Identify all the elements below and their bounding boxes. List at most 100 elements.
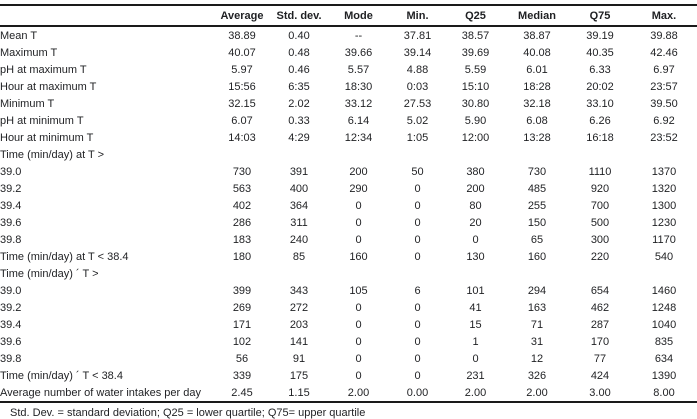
cell: 39.66 [344, 46, 373, 59]
cell: 32.15 [228, 97, 256, 110]
cell [631, 265, 697, 282]
cell: 0.46 [288, 63, 310, 76]
cell: 0 [355, 199, 362, 212]
cell: 2.00 [347, 386, 370, 399]
cell: 170 [590, 335, 610, 348]
table-row: Mean T 38.89 0.40 -- 37.81 38.57 38.87 39.19 39.… [0, 26, 697, 44]
row-label: 39.2 [0, 301, 22, 314]
cell: 20 [469, 216, 482, 229]
cell: 200 [349, 165, 368, 178]
cell: 0 [355, 352, 362, 365]
column-header: Max. [631, 4, 697, 27]
row-label: 39.0 [0, 165, 22, 178]
cell: 730 [527, 165, 547, 178]
cell: 1248 [651, 301, 677, 314]
column-header-empty [0, 4, 214, 27]
cell: 27.53 [403, 97, 432, 110]
cell: 700 [590, 199, 610, 212]
cell: 286 [232, 216, 252, 229]
cell: 634 [654, 352, 674, 365]
row-label: Hour at maximum T [0, 80, 97, 93]
table-row: pH at maximum T 5.97 0.46 5.57 4.88 5.59 6.01 6… [0, 61, 697, 78]
cell: 160 [527, 250, 547, 263]
cell: 14:03 [228, 131, 256, 144]
cell: 485 [527, 182, 547, 195]
cell [505, 265, 569, 282]
cell [389, 265, 446, 282]
cell: 540 [654, 250, 674, 263]
cell [270, 146, 328, 163]
cell: 0 [414, 199, 421, 212]
cell: 0 [414, 335, 421, 348]
cell: 391 [289, 165, 309, 178]
cell: 462 [590, 301, 610, 314]
row-label: 39.0 [0, 284, 22, 297]
cell: 1110 [588, 165, 612, 178]
cell: 15:56 [228, 80, 256, 93]
cell: 1040 [651, 318, 677, 331]
cell: 12:00 [461, 131, 490, 144]
cell: 39.50 [650, 97, 678, 110]
cell: 563 [232, 182, 252, 195]
row-label: 39.6 [0, 335, 22, 348]
cell: 0 [414, 318, 421, 331]
cell: 91 [292, 352, 306, 365]
column-header: Median [505, 4, 569, 27]
cell: 0 [472, 233, 479, 246]
cell: 0 [414, 250, 421, 263]
cell: 80 [469, 199, 482, 212]
table-row: 39.2 269 272 0 0 41 163 462 1248 [0, 299, 697, 316]
row-label: Time (min/day) ´ T > [0, 267, 99, 280]
cell: 101 [466, 284, 485, 297]
table-row: Time (min/day) at T < 38.4 180 85 160 0 130 16… [0, 248, 697, 265]
cell: 1170 [652, 233, 676, 246]
cell: 6.08 [526, 114, 548, 127]
cell: 0 [472, 352, 479, 365]
cell: 39.69 [461, 46, 490, 59]
cell: 38.89 [228, 29, 256, 42]
cell: 5.90 [464, 114, 487, 127]
cell: -- [354, 29, 363, 42]
cell: 1:05 [406, 131, 429, 144]
cell: 200 [466, 182, 485, 195]
cell: 4.88 [406, 63, 429, 76]
table-body: Mean T 38.89 0.40 -- 37.81 38.57 38.87 39.19 39.… [0, 26, 697, 402]
cell: 2.02 [288, 97, 310, 110]
cell: 287 [590, 318, 610, 331]
cell: 294 [527, 284, 547, 297]
cell: 0 [414, 216, 421, 229]
column-header: Q75 [569, 4, 631, 27]
cell: 1390 [651, 369, 677, 382]
cell: 102 [232, 335, 252, 348]
cell: 0 [414, 352, 421, 365]
table-row: Maximum T 40.07 0.48 39.66 39.14 39.69 40.08 40… [0, 44, 697, 61]
cell: 183 [232, 233, 252, 246]
cell: 71 [530, 318, 544, 331]
cell: 5.59 [464, 63, 487, 76]
cell: 6.07 [231, 114, 253, 127]
cell: 920 [590, 182, 610, 195]
cell: 730 [232, 165, 252, 178]
cell: 0 [414, 182, 421, 195]
cell: 6.14 [347, 114, 370, 127]
cell: 0 [355, 216, 362, 229]
cell: 20:02 [586, 80, 614, 93]
cell: 77 [593, 352, 607, 365]
cell: 269 [232, 301, 252, 314]
cell: 39.19 [586, 29, 614, 42]
cell: 65 [530, 233, 544, 246]
cell: 0 [355, 369, 362, 382]
cell: 400 [289, 182, 309, 195]
cell [569, 265, 631, 282]
cell: 1320 [651, 182, 677, 195]
cell: 180 [232, 250, 252, 263]
cell: 402 [232, 199, 252, 212]
cell: 33.10 [586, 97, 614, 110]
cell: 23:52 [650, 131, 678, 144]
cell [214, 265, 270, 282]
cell: 12 [530, 352, 544, 365]
cell [446, 265, 505, 282]
table-row: 39.8 183 240 0 0 0 65 300 1170 [0, 231, 697, 248]
cell: 30.80 [461, 97, 490, 110]
